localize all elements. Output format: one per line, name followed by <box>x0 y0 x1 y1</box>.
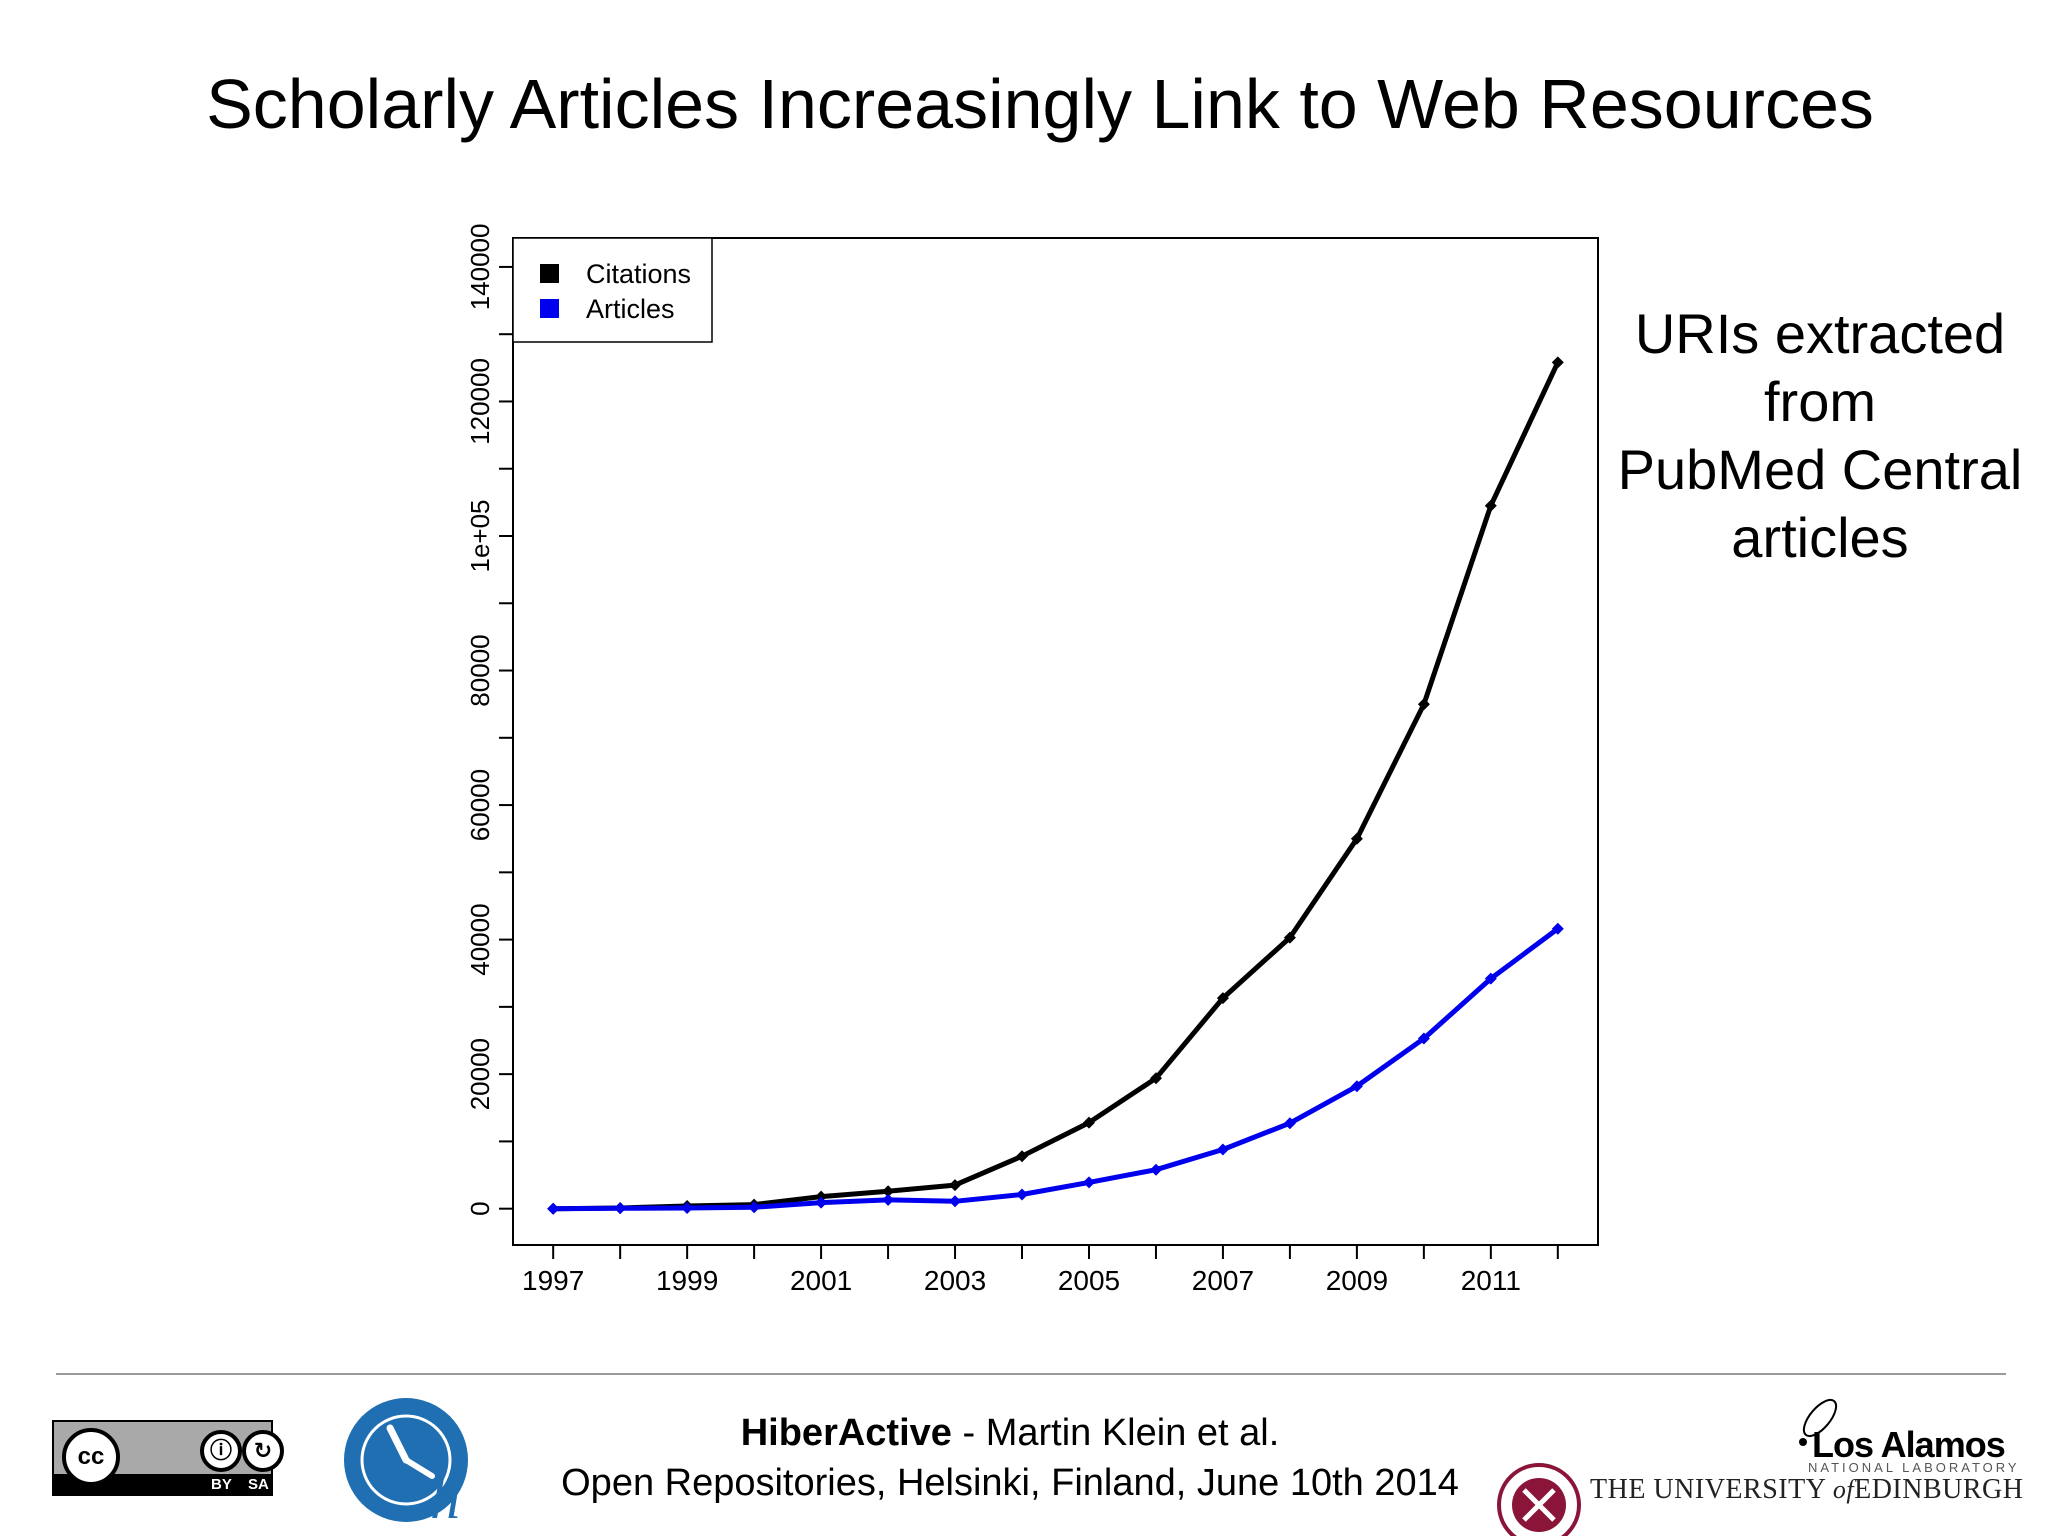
data-point-articles <box>614 1202 627 1215</box>
y-tick-label: 20000 <box>465 1038 495 1110</box>
footer-credits: HiberActive - Martin Klein et al. Open R… <box>480 1408 1540 1508</box>
y-tick-label: 40000 <box>465 903 495 975</box>
data-point-citations <box>1283 931 1296 944</box>
data-point-citations <box>1551 356 1564 369</box>
data-point-articles <box>748 1201 761 1214</box>
data-point-articles <box>1283 1117 1296 1130</box>
los-alamos-atom-icon <box>1799 1398 1838 1446</box>
legend-box <box>512 237 713 343</box>
x-tick-label: 2005 <box>1058 1265 1120 1296</box>
event-line: Open Repositories, Helsinki, Finland, Ju… <box>561 1462 1459 1504</box>
side-note-line: PubMed Central <box>1617 438 2023 501</box>
data-point-articles <box>815 1196 828 1209</box>
data-point-articles <box>1216 1143 1229 1156</box>
data-point-articles <box>547 1202 560 1215</box>
line-chart: 1997 1999 2001 2003 2005 2007 2009 2011 0 20000 4… <box>465 224 1599 1296</box>
cc-icon: cc <box>62 1428 120 1486</box>
data-point-articles <box>1083 1176 1095 1189</box>
x-tick-label: 2003 <box>924 1265 986 1296</box>
data-point-articles <box>1551 922 1564 935</box>
series-line-articles <box>553 926 1560 1212</box>
project-name: HiberActive <box>740 1412 952 1454</box>
cc-by-label: BY <box>211 1476 232 1493</box>
data-point-articles <box>681 1202 694 1214</box>
data-point-citations <box>1016 1150 1028 1163</box>
x-axis: 1997 1999 2001 2003 2005 2007 2009 2011 <box>522 1244 1559 1296</box>
data-point-articles <box>1484 972 1497 985</box>
data-point-articles <box>1150 1163 1162 1176</box>
slide-title: Scholarly Articles Increasingly Link to … <box>206 65 1874 143</box>
share-alike-icon: ↻ <box>242 1430 284 1472</box>
y-tick-label: 0 <box>465 1201 495 1215</box>
data-point-articles <box>1350 1080 1363 1093</box>
data-point-citations <box>882 1185 895 1198</box>
footer-divider <box>56 1373 2006 1375</box>
data-point-citations <box>1216 992 1229 1005</box>
x-tick-label: 1999 <box>656 1265 718 1296</box>
logo-letter: h <box>430 1465 460 1525</box>
x-tick-label: 2011 <box>1461 1265 1521 1296</box>
edinburgh-crest-icon <box>1497 1463 1581 1536</box>
x-tick-label: 2009 <box>1326 1265 1388 1296</box>
y-tick-label: 1e+05 <box>465 499 495 572</box>
y-tick-label: 120000 <box>465 358 495 445</box>
y-tick-label: 60000 <box>465 769 495 841</box>
legend-swatch-articles <box>540 299 559 318</box>
edinburgh-logo-text: THE UNIVERSITY ofEDINBURGH <box>1590 1474 2024 1505</box>
side-note-line: from <box>1764 370 1876 433</box>
plot-frame <box>512 237 1599 1246</box>
cc-sa-label: SA <box>248 1476 269 1493</box>
side-note-line: articles <box>1731 506 1909 569</box>
data-point-citations <box>949 1179 961 1192</box>
data-point-articles <box>949 1195 961 1208</box>
x-tick-label: 1997 <box>522 1265 584 1296</box>
x-tick-label: 2001 <box>790 1265 852 1296</box>
data-point-citations <box>1417 698 1430 711</box>
series-layer <box>547 356 1564 1215</box>
data-point-citations <box>1350 832 1363 845</box>
side-note: URIs extracted from PubMed Central artic… <box>1590 300 2048 572</box>
data-point-citations <box>1484 499 1497 512</box>
legend: Citations Articles <box>512 237 713 343</box>
data-point-citations <box>1150 1072 1162 1085</box>
x-tick-label: 2007 <box>1192 1265 1254 1296</box>
y-tick-label: 140000 <box>465 224 495 311</box>
author-line: - Martin Klein et al. <box>951 1412 1280 1454</box>
series-line-citations <box>553 361 1561 1212</box>
y-tick-label: 80000 <box>465 634 495 706</box>
legend-swatch-citations <box>540 264 559 283</box>
data-point-citations <box>1083 1116 1095 1129</box>
hiberactive-logo: h <box>344 1398 468 1525</box>
cc-by-sa-badge[interactable]: cc ⓘ ↻ BY SA <box>52 1420 284 1496</box>
legend-label-articles: Articles <box>586 294 675 324</box>
attribution-icon: ⓘ <box>200 1430 242 1472</box>
legend-label-citations: Citations <box>586 259 691 289</box>
data-point-articles <box>882 1193 895 1206</box>
side-note-line: URIs extracted <box>1634 302 2006 365</box>
los-alamos-subtitle: NATIONAL LABORATORY <box>1808 1460 2020 1475</box>
los-alamos-logo-text: Los Alamos <box>1812 1424 2006 1465</box>
data-point-articles <box>1417 1032 1430 1045</box>
data-point-articles <box>1016 1188 1028 1201</box>
y-axis: 0 20000 40000 60000 80000 1e+05 120000 140000 <box>465 224 514 1216</box>
